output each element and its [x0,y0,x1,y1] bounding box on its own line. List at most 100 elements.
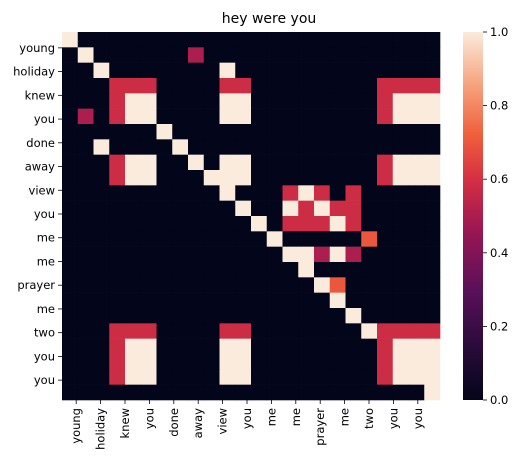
heatmap-cell [62,108,79,125]
heatmap-cell [140,308,157,324]
heatmap-cell [424,369,441,385]
y-tick-label: me [37,231,55,245]
heatmap-cell [392,78,409,94]
heatmap-cell [424,292,441,309]
heatmap-cell [282,231,299,247]
heatmap-cell [329,47,346,63]
heatmap-cell [77,308,94,324]
x-tick-label: knew [118,408,132,438]
heatmap-cell [392,246,409,263]
heatmap-cell [408,139,425,155]
heatmap-cell [329,216,346,232]
heatmap-cell [125,124,142,140]
heatmap-cell [314,185,331,201]
heatmap-cell [298,78,315,94]
heatmap-cell [282,108,299,125]
heatmap-cell [125,154,142,171]
heatmap-cell [109,354,126,370]
heatmap-cell [235,185,252,201]
heatmap-cell [377,78,394,94]
heatmap-cell [251,124,268,140]
x-tick-label: me [264,408,278,426]
y-tick-label: you [34,207,55,221]
heatmap-cell [314,139,331,155]
heatmap-cell [408,262,425,278]
heatmap-cell [140,277,157,293]
heatmap-cell [251,323,268,339]
heatmap-cell [109,108,126,125]
y-axis-ticks: young holiday knew you done away view you me me pr… [13,41,62,387]
heatmap-cell [298,32,315,48]
heatmap-cell [345,384,362,401]
heatmap-cell [203,32,220,48]
heatmap-cell [62,93,79,109]
heatmap-cell [77,170,94,186]
heatmap-cell [314,369,331,385]
heatmap-cell [377,246,394,263]
heatmap-cell [424,47,441,63]
heatmap-cell [62,200,79,217]
heatmap-cell [377,369,394,385]
heatmap-cell [235,108,252,125]
heatmap-cell [188,323,205,339]
heatmap-cell [188,93,205,109]
y-tick-label: prayer [17,278,55,292]
heatmap-cell [140,246,157,263]
heatmap-cell [125,292,142,309]
heatmap-cell [251,185,268,201]
heatmap-cell [203,47,220,63]
heatmap-cell [156,369,173,385]
x-tick-label: me [289,408,303,426]
heatmap-cell [140,231,157,247]
heatmap-cell [156,139,173,155]
heatmap-cell [93,369,110,385]
heatmap-cell [329,139,346,155]
heatmap-cells [62,32,441,401]
heatmap-cell [408,154,425,171]
heatmap-cell [266,246,283,263]
heatmap-cell [282,277,299,293]
heatmap-cell [408,124,425,140]
heatmap-cell [93,185,110,201]
heatmap-cell [361,170,378,186]
heatmap-cell [345,139,362,155]
heatmap-cell [314,170,331,186]
heatmap-cell [77,93,94,109]
heatmap-cell [314,323,331,339]
heatmap-cell [156,200,173,217]
heatmap-cell [251,277,268,293]
heatmap-cell [251,262,268,278]
heatmap-cell [251,32,268,48]
heatmap-cell [203,246,220,263]
heatmap-cell [235,47,252,63]
heatmap-cell [314,108,331,125]
heatmap-cell [203,124,220,140]
heatmap-cell [235,262,252,278]
heatmap-cell [125,170,142,186]
colorbar-tick-label: 0.2 [490,319,508,333]
heatmap-cell [408,47,425,63]
heatmap-cell [125,78,142,94]
y-tick-label: you [34,349,55,363]
heatmap-cell [219,292,236,309]
heatmap-cell [266,32,283,48]
heatmap-cell [361,200,378,217]
heatmap-cell [203,262,220,278]
heatmap-cell [266,78,283,94]
x-tick-label: view [216,408,230,434]
heatmap-cell [156,124,173,140]
heatmap-cell [345,354,362,370]
heatmap-cell [329,277,346,293]
heatmap-cell [219,93,236,109]
heatmap-cell [251,47,268,63]
heatmap-cell [361,78,378,94]
heatmap-cell [156,308,173,324]
heatmap-cell [282,338,299,355]
heatmap-cell [172,216,189,232]
heatmap-cell [93,292,110,309]
heatmap-cell [235,93,252,109]
heatmap-cell [188,277,205,293]
heatmap-cell [93,338,110,355]
heatmap-cell [251,369,268,385]
heatmap-cell [203,292,220,309]
